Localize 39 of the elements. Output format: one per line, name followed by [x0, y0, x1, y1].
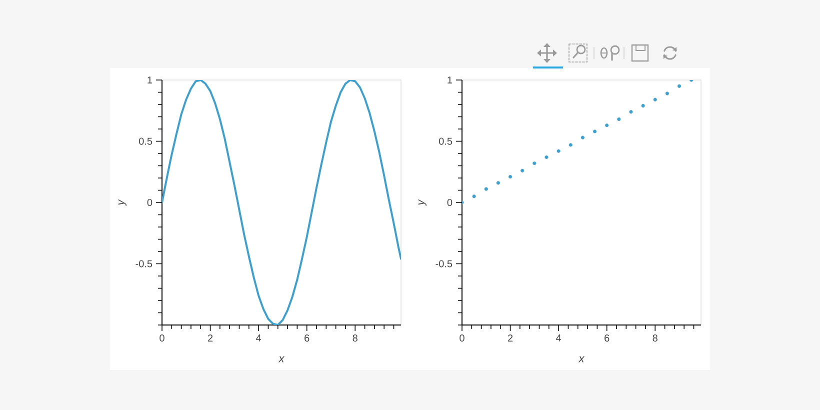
- y-axis-title: y: [118, 199, 126, 206]
- x-tick-label: 0: [460, 334, 464, 342]
- y-tick-label: 0.5: [139, 138, 152, 145]
- x-tick-label: 4: [556, 334, 562, 342]
- point: [580, 136, 585, 140]
- point: [653, 98, 657, 102]
- y-tick-label: 0: [447, 198, 452, 206]
- point: [629, 110, 633, 114]
- x-axis-title: x: [578, 356, 585, 362]
- point: [641, 104, 645, 108]
- x-tick-label: 6: [304, 334, 310, 342]
- y-tick-label: 1: [148, 76, 152, 84]
- x-tick-label: 2: [208, 334, 213, 342]
- point: [556, 149, 560, 153]
- y-tick-label: 1: [448, 76, 452, 84]
- point: [605, 124, 609, 128]
- x-tick-label: 4: [256, 334, 262, 342]
- point: [592, 130, 597, 134]
- y-tick-label: 0: [147, 198, 152, 206]
- point: [532, 162, 536, 166]
- y-tick-label: 0.5: [439, 138, 452, 145]
- point: [496, 181, 500, 185]
- y-tick-label: -0.5: [436, 260, 452, 268]
- point: [484, 187, 488, 191]
- point: [472, 194, 476, 198]
- x-tick-label: 8: [652, 334, 658, 342]
- x-tick-label: 8: [352, 334, 358, 342]
- point: [544, 155, 548, 159]
- point: [617, 117, 621, 121]
- point: [665, 92, 669, 96]
- point: [568, 143, 572, 147]
- y-axis-title: y: [418, 199, 426, 206]
- point: [520, 168, 524, 172]
- x-tick-label: 6: [604, 334, 610, 342]
- x-tick-label: 2: [508, 334, 513, 342]
- point: [508, 174, 512, 179]
- x-axis-title: x: [278, 356, 285, 362]
- y-tick-label: -0.5: [136, 260, 152, 268]
- x-tick-label: 0: [160, 334, 164, 342]
